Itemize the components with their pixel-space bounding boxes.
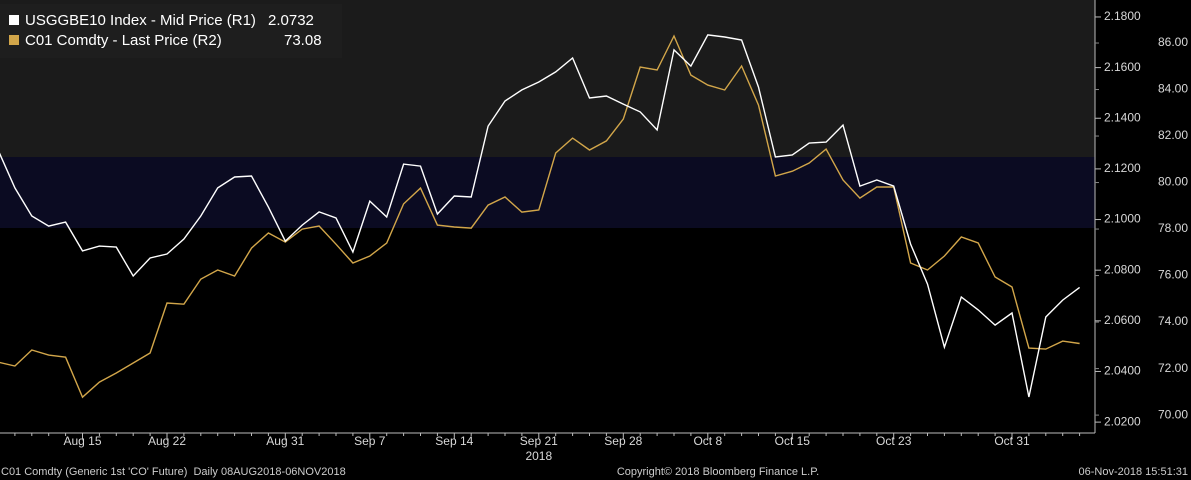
x-tick-label: Oct 15 [775, 434, 811, 448]
y-tick-label: 2.1200 [1104, 161, 1141, 175]
y-tick-label: 2.1600 [1104, 60, 1141, 74]
y2-tick-label: 76.00 [1158, 268, 1188, 282]
y-tick-label: 2.1800 [1104, 9, 1141, 23]
x-tick-label: Sep 7 [354, 434, 386, 448]
footer-center: Copyright© 2018 Bloomberg Finance L.P. [617, 466, 819, 478]
legend-swatch [9, 15, 19, 25]
y-tick-label: 2.0400 [1104, 364, 1141, 378]
y2-tick-label: 82.00 [1158, 128, 1188, 142]
year-label: 2018 [525, 449, 552, 463]
x-tick-label: Aug 22 [148, 434, 186, 448]
band-middle [0, 157, 1095, 228]
y2-tick-label: 78.00 [1158, 221, 1188, 235]
x-tick-label: Sep 14 [435, 434, 473, 448]
y-tick-label: 2.1000 [1104, 212, 1141, 226]
x-tick-label: Sep 21 [520, 434, 558, 448]
x-tick-label: Oct 31 [994, 434, 1030, 448]
y2-tick-label: 84.00 [1158, 82, 1188, 96]
y-tick-label: 2.0600 [1104, 313, 1141, 327]
y2-tick-label: 72.00 [1158, 361, 1188, 375]
legend-box [0, 4, 342, 58]
x-tick-label: Oct 8 [693, 434, 722, 448]
legend-swatch [9, 35, 19, 45]
x-tick-label: Aug 15 [63, 434, 101, 448]
legend-value: 2.0732 [268, 12, 314, 29]
legend-label: C01 Comdty - Last Price (R2) [25, 32, 222, 49]
legend-value: 73.08 [284, 32, 322, 49]
footer-right: 06-Nov-2018 15:51:31 [1079, 466, 1188, 478]
y2-tick-label: 80.00 [1158, 175, 1188, 189]
x-tick-label: Aug 31 [266, 434, 304, 448]
x-tick-label: Oct 23 [876, 434, 912, 448]
plot-lines [0, 34, 1081, 399]
legend-label: USGGBE10 Index - Mid Price (R1) [25, 12, 256, 29]
y-tick-label: 2.1400 [1104, 110, 1141, 124]
footer-left: C01 Comdty (Generic 1st 'CO' Future) Dai… [1, 466, 346, 478]
series-line [0, 34, 1080, 399]
y2-tick-label: 86.00 [1158, 35, 1188, 49]
series-line [0, 34, 1081, 398]
y-tick-label: 2.0800 [1104, 262, 1141, 276]
y-tick-label: 2.0200 [1104, 414, 1141, 428]
x-tick-label: Sep 28 [604, 434, 642, 448]
y2-tick-label: 74.00 [1158, 314, 1188, 328]
y2-tick-label: 70.00 [1158, 407, 1188, 421]
